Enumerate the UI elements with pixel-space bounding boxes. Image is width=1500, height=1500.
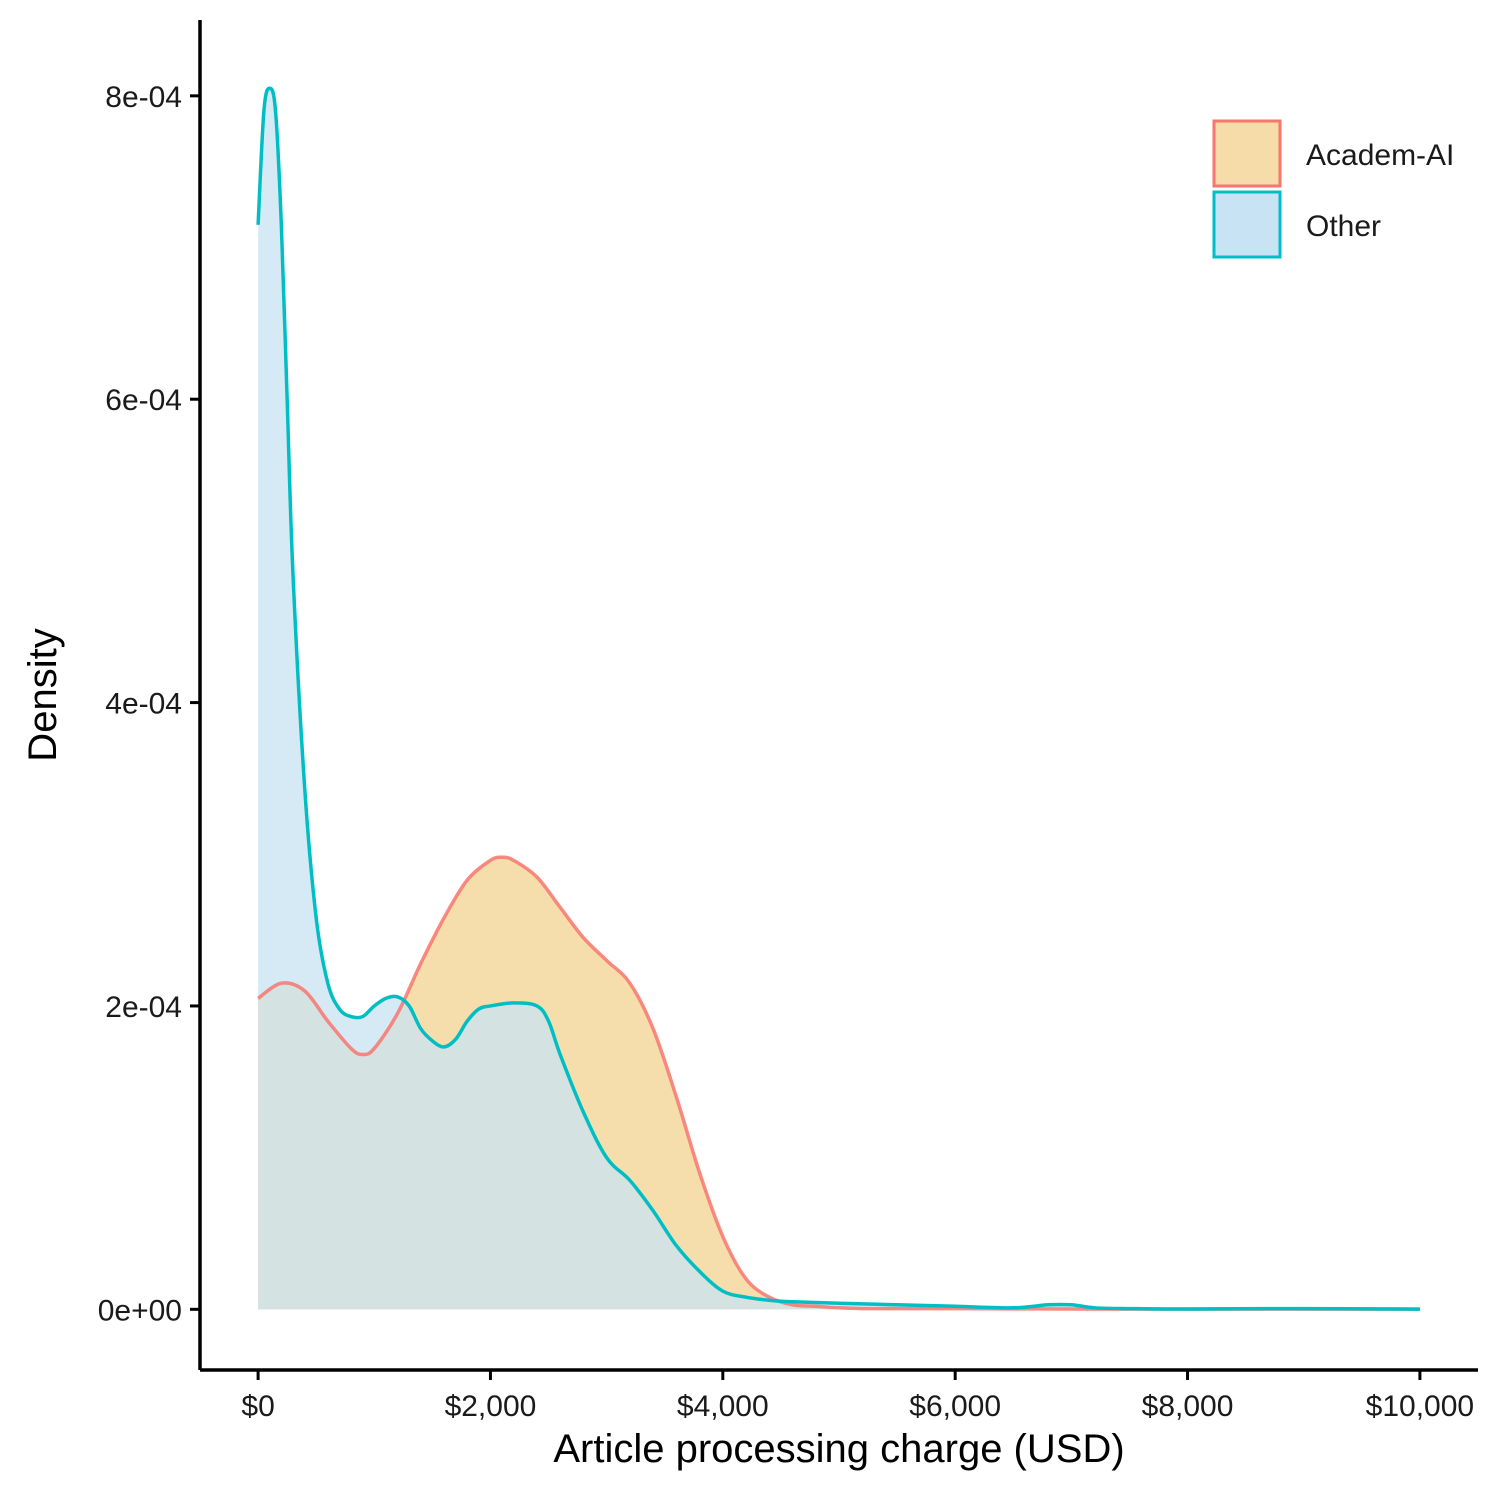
density-area-other xyxy=(258,88,1420,1310)
x-axis-title: Article processing charge (USD) xyxy=(553,1427,1124,1471)
density-areas xyxy=(258,88,1420,1310)
x-tick-label: $2,000 xyxy=(445,1390,537,1423)
legend-key-other xyxy=(1212,190,1282,259)
x-tick-label: $8,000 xyxy=(1142,1390,1234,1423)
y-axis-ticks: 0e+00 2e-04 4e-04 6e-04 8e-04 xyxy=(98,81,200,1327)
density-line-other xyxy=(256,86,1420,1311)
y-tick-label: 8e-04 xyxy=(105,81,182,114)
x-tick-label: $6,000 xyxy=(909,1390,1001,1423)
density-line-academ-ai xyxy=(257,855,1420,1311)
legend-label-other: Other xyxy=(1306,210,1381,243)
y-tick-label: 0e+00 xyxy=(98,1294,182,1327)
y-tick-label: 4e-04 xyxy=(105,688,182,721)
legend-label-academ-ai: Academ-AI xyxy=(1306,139,1454,172)
y-tick-label: 6e-04 xyxy=(105,384,182,417)
axes: $0 $2,000 $4,000 $6,000 $8,000 $10,000 0e+00 2… xyxy=(98,20,1478,1423)
x-tick-label: $4,000 xyxy=(677,1390,769,1423)
y-axis-title: Density xyxy=(21,628,65,761)
legend: Academ-AI Other xyxy=(1212,119,1454,259)
legend-key-academ-ai xyxy=(1212,119,1282,188)
x-tick-label: $0 xyxy=(241,1390,274,1423)
density-lines xyxy=(256,86,1420,1311)
y-tick-label: 2e-04 xyxy=(105,991,182,1024)
x-axis-ticks: $0 $2,000 $4,000 $6,000 $8,000 $10,000 xyxy=(241,1370,1474,1423)
x-tick-label: $10,000 xyxy=(1366,1390,1474,1423)
